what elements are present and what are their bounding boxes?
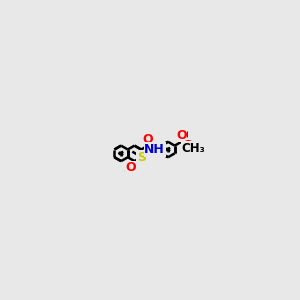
Text: CH₃: CH₃ xyxy=(181,142,205,155)
Text: S: S xyxy=(137,151,146,164)
Text: O: O xyxy=(183,139,194,152)
Text: O: O xyxy=(142,133,153,146)
Text: O: O xyxy=(176,129,187,142)
Text: NH: NH xyxy=(144,143,165,156)
Text: O: O xyxy=(125,161,136,174)
